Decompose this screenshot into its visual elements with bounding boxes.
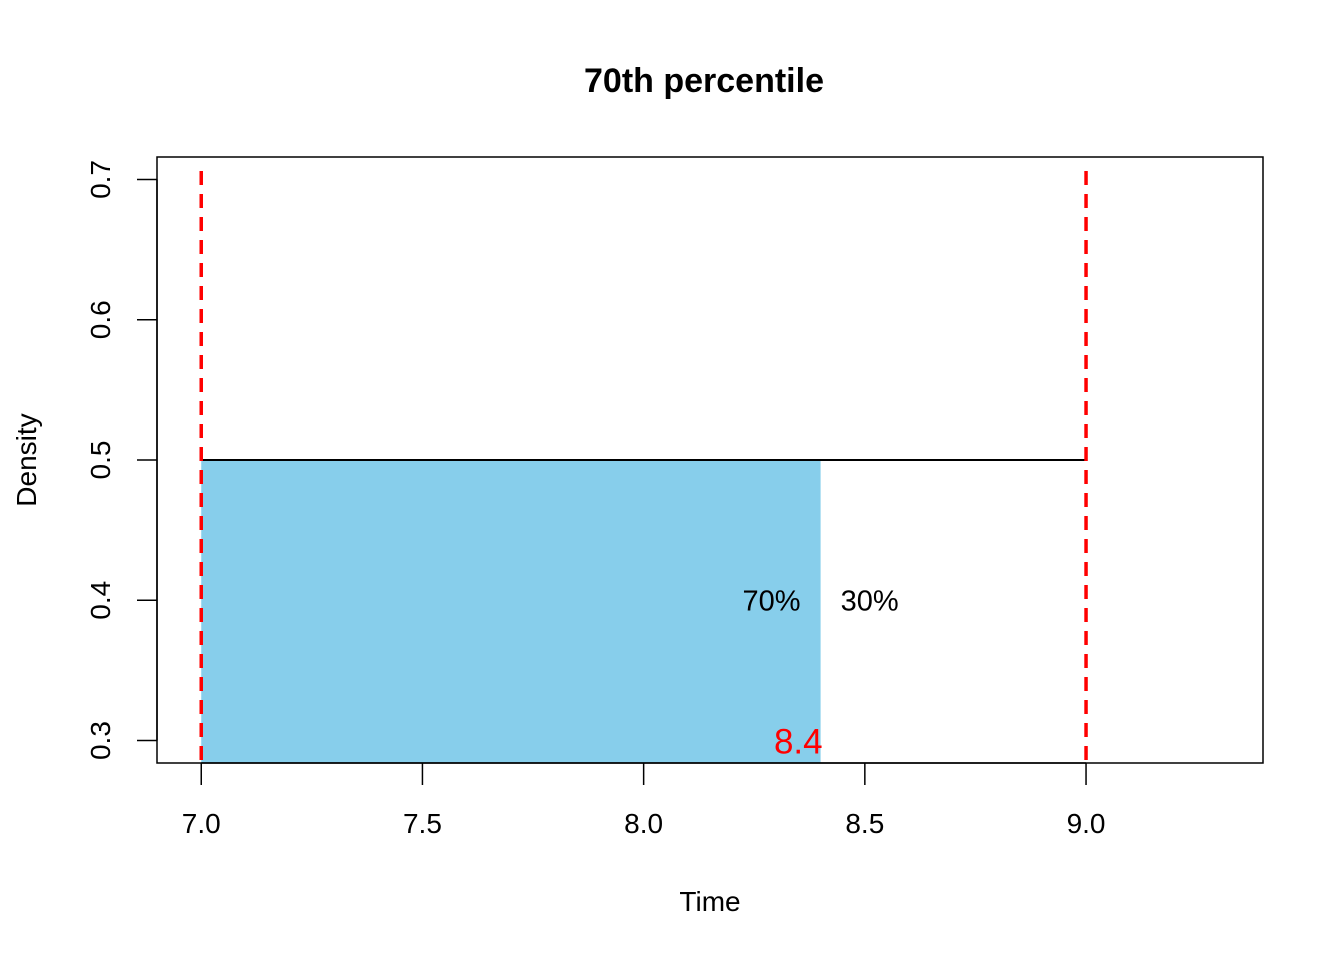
y-tick-label-0: 0.3 [85,721,116,760]
x-tick-label-2: 8.0 [624,808,663,839]
annotation-0: 70% [743,585,801,617]
shaded-region [201,460,821,763]
x-tick-label-3: 8.5 [845,808,884,839]
annotation-1: 30% [841,585,899,617]
x-axis-label: Time [679,886,740,917]
y-tick-label-1: 0.4 [85,581,116,620]
y-axis-label: Density [11,413,42,506]
annotation-2: 8.4 [774,723,823,762]
y-tick-label-2: 0.5 [85,441,116,480]
axes: 7.0 7.5 8.0 8.5 9.0 0.3 0.4 0.5 0.6 0.7 [85,156,1264,839]
plot-area: 70% 30% 8.4 [199,171,1088,763]
x-tick-label-1: 7.5 [403,808,442,839]
x-tick-label-0: 7.0 [182,808,221,839]
y-tick-label-3: 0.6 [85,300,116,339]
chart-title: 70th percentile [584,62,824,100]
x-tick-label-4: 9.0 [1067,808,1106,839]
y-tick-label-4: 0.7 [85,160,116,199]
